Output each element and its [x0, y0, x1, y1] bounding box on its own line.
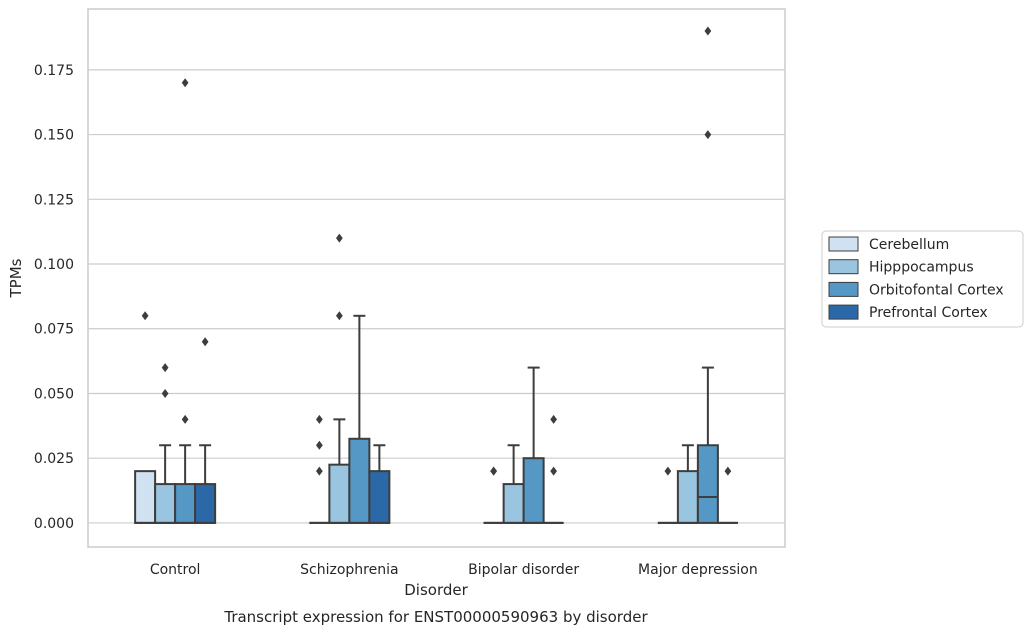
chart-caption: Transcript expression for ENST0000059096…	[223, 608, 648, 626]
outlier-point	[724, 466, 732, 476]
outlier-point	[664, 466, 672, 476]
box-body	[502, 483, 525, 524]
box-cerebellum	[134, 311, 157, 524]
box-body	[328, 463, 351, 524]
box-orbitofontal-cortex	[696, 26, 719, 524]
x-axis-ticks: Control Schizophrenia Bipolar disorder Majo…	[150, 562, 758, 578]
outlier-point	[550, 414, 557, 424]
legend-label: Prefrontal Cortex	[869, 305, 988, 321]
box-body	[368, 470, 391, 524]
legend-label: Orbitofontal Cortex	[869, 282, 1004, 298]
box-prefrontal-cortex	[194, 337, 217, 524]
gridlines	[88, 69, 785, 524]
outlier-point	[161, 363, 169, 373]
outlier-point	[336, 233, 343, 243]
x-tick-label: Schizophrenia	[300, 562, 398, 578]
outlier-point	[490, 466, 497, 476]
x-axis-label: Disorder	[404, 581, 468, 599]
plot-area-frame	[87, 8, 786, 548]
box-hipppocampus	[502, 444, 525, 524]
outlier-point	[316, 466, 323, 476]
box-prefrontal-cortex	[717, 466, 738, 524]
outlier-point	[316, 414, 323, 424]
box-body	[676, 470, 699, 524]
legend-label: Cerebellum	[869, 237, 949, 253]
box-body	[522, 457, 545, 524]
x-tick-label: Bipolar disorder	[468, 562, 579, 578]
boxes-layer	[134, 26, 738, 524]
legend-label: Hipppocampus	[869, 260, 974, 276]
legend-swatch	[828, 281, 859, 297]
box-hipppocampus	[154, 363, 177, 524]
y-tick-label: 0.100	[34, 257, 74, 273]
outlier-point	[336, 311, 343, 321]
y-tick-label: 0.000	[34, 516, 74, 532]
y-tick-label: 0.075	[34, 322, 74, 338]
outlier-point	[704, 130, 712, 140]
legend: Cerebellum Hipppocampus Orbitofontal Corte…	[821, 230, 1024, 328]
outlier-point	[141, 311, 149, 321]
box-cerebellum	[483, 466, 504, 524]
box-prefrontal-cortex	[543, 414, 564, 524]
outlier-point	[704, 26, 712, 36]
y-tick-label: 0.175	[34, 63, 74, 79]
outlier-point	[161, 388, 169, 398]
box-body	[134, 470, 157, 524]
y-axis-ticks: 0.000 0.025 0.050 0.075 0.100 0.125 0.150 0.175	[34, 63, 74, 532]
legend-frame	[821, 230, 1024, 328]
y-tick-label: 0.125	[34, 192, 74, 208]
box-orbitofontal-cortex	[174, 78, 197, 524]
outlier-point	[316, 440, 323, 450]
y-tick-label: 0.150	[34, 128, 74, 144]
box-cerebellum	[309, 414, 330, 524]
box-hipppocampus	[676, 444, 699, 524]
box-cerebellum	[657, 466, 678, 524]
legend-swatch	[828, 236, 859, 252]
box-body	[348, 437, 371, 524]
y-axis-label: TPMs	[7, 258, 25, 298]
outlier-point	[550, 466, 557, 476]
legend-swatch	[828, 259, 859, 275]
box-hipppocampus	[328, 233, 351, 524]
outlier-point	[181, 78, 189, 88]
box-body	[194, 483, 217, 524]
outlier-point	[201, 337, 209, 347]
box-orbitofontal-cortex	[348, 314, 371, 524]
box-body	[174, 483, 197, 524]
outlier-point	[181, 414, 189, 424]
box-orbitofontal-cortex	[522, 366, 545, 524]
y-tick-label: 0.050	[34, 386, 74, 402]
x-tick-label: Control	[150, 562, 201, 578]
box-body	[154, 483, 177, 524]
y-tick-label: 0.025	[34, 451, 74, 467]
x-tick-label: Major depression	[638, 562, 758, 578]
box-body	[696, 444, 719, 524]
legend-swatch	[828, 304, 859, 320]
box-prefrontal-cortex	[368, 444, 391, 524]
